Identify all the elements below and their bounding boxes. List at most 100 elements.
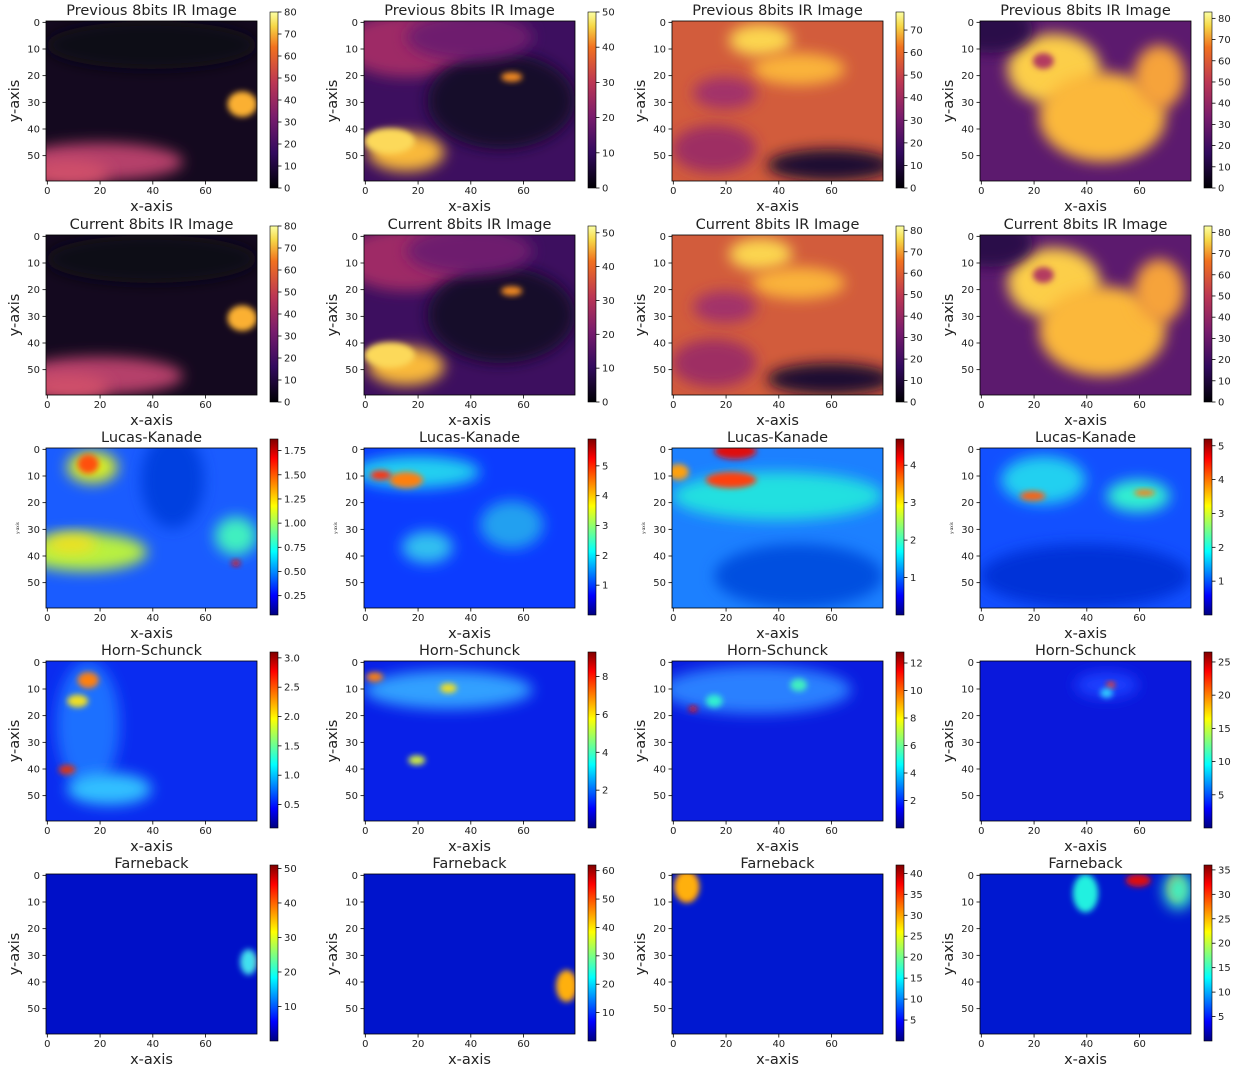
colorbar-tick-label: 70	[910, 247, 923, 258]
heatmap-region	[688, 705, 698, 713]
colorbar-tick-label: 0.75	[284, 543, 306, 554]
y-tick-label: 30	[653, 525, 666, 536]
panel-title: Farneback	[740, 856, 815, 872]
colorbar	[587, 11, 597, 189]
y-tick-label: 40	[345, 552, 358, 563]
heatmap-region	[58, 765, 76, 775]
heatmap-region	[401, 531, 453, 564]
colorbar-tick-label: 30	[910, 333, 923, 344]
x-tick-label: 40	[464, 186, 477, 197]
y-axis-label: y-axis	[633, 80, 649, 123]
y-tick-label: 50	[27, 365, 40, 376]
y-tick-label: 10	[961, 685, 974, 696]
x-tick-label: 60	[825, 400, 838, 411]
heatmap-region	[752, 53, 846, 85]
x-tick-label: 0	[44, 1039, 50, 1050]
colorbar-tick-label: 20	[284, 967, 297, 978]
colorbar-tick-label: 0	[1218, 184, 1224, 195]
heatmap-region	[672, 339, 757, 387]
colorbar-tick-label: 20	[602, 330, 615, 341]
heatmap-region	[672, 665, 852, 714]
heatmap-image	[980, 235, 1191, 395]
panel-title: Current 8bits IR Image	[696, 217, 860, 233]
heatmap-region	[1020, 491, 1046, 501]
y-tick-label: 0	[968, 232, 974, 243]
x-axis-label: x-axis	[448, 1052, 491, 1068]
x-tick-label: 40	[1080, 1039, 1093, 1050]
panel: Current 8bits IR Image 0 20 40 60 0 10 20 30 40 50…	[633, 217, 923, 429]
panel-title: Horn-Schunck	[727, 643, 829, 659]
heatmap-region	[370, 470, 392, 481]
y-tick-label: 20	[345, 285, 358, 296]
colorbar-tick-label: 20	[284, 354, 297, 365]
colorbar	[1203, 864, 1213, 1042]
axes-frame	[45, 873, 258, 1035]
colorbar	[1203, 225, 1213, 403]
axes-frame	[979, 660, 1192, 822]
y-tick-label: 30	[27, 312, 40, 323]
axes-frame	[979, 234, 1192, 396]
y-tick-label: 0	[660, 18, 666, 29]
y-tick-label: 40	[961, 765, 974, 776]
y-tick-label: 30	[345, 951, 358, 962]
heatmap-image	[364, 448, 575, 608]
x-tick-label: 60	[517, 613, 530, 624]
x-tick-label: 40	[146, 826, 159, 837]
colorbar	[587, 438, 597, 616]
heatmap-region	[693, 77, 757, 109]
y-tick-label: 30	[27, 525, 40, 536]
heatmap-background	[46, 874, 257, 1034]
heatmap-region	[406, 21, 533, 61]
heatmap-region	[672, 125, 757, 173]
heatmap-region	[501, 286, 523, 296]
y-tick-label: 20	[27, 285, 40, 296]
heatmap-region	[77, 672, 99, 689]
x-tick-label: 0	[44, 400, 50, 411]
y-tick-label: 0	[34, 658, 40, 669]
panel-title: Horn-Schunck	[101, 643, 203, 659]
heatmap-region	[140, 448, 205, 528]
colorbar-tick-label: 30	[284, 933, 297, 944]
x-axis-label: x-axis	[756, 1052, 799, 1068]
x-tick-label: 20	[1028, 1039, 1041, 1050]
y-tick-label: 50	[345, 365, 358, 376]
colorbar-tick-label: 1	[1218, 577, 1224, 588]
colorbar-tick-label: 0.5	[284, 800, 300, 811]
x-tick-label: 40	[146, 400, 159, 411]
colorbar-tick-label: 40	[1218, 313, 1231, 324]
y-tick-label: 10	[27, 45, 40, 56]
heatmap-region	[672, 464, 689, 480]
panel: Farneback 0 20 40 60 0 10 20 30 40 50 x-axis y-axis 1…	[325, 856, 615, 1068]
heatmap-region	[67, 773, 152, 805]
y-tick-label: 0	[352, 871, 358, 882]
panel: Current 8bits IR Image 0 20 40 60 0 10 20 30 40 50…	[7, 217, 297, 429]
panel: Previous 8bits IR Image 0 20 40 60 0 10 20 30 40 5…	[941, 3, 1231, 215]
colorbar-tick-label: 60	[284, 52, 297, 63]
colorbar-tick-label: 20	[1218, 355, 1231, 366]
colorbar-tick-label: 40	[910, 93, 923, 104]
colorbar-tick-label: 50	[602, 895, 615, 906]
colorbar-tick-label: 2.5	[284, 683, 300, 694]
colorbar-tick-label: 6	[602, 710, 608, 721]
heatmap-region	[1039, 286, 1166, 376]
y-tick-label: 10	[961, 259, 974, 270]
heatmap-region	[790, 678, 808, 692]
colorbar-tick-label: 70	[1218, 35, 1231, 46]
panel: Lucas-Kanade 0 20 40 60 0 10 20 30 40 50 x-axis y-ax…	[949, 430, 1224, 642]
colorbar-tick-label: 10	[910, 376, 923, 387]
colorbar-tick-label: 5	[1218, 441, 1224, 452]
x-axis-label: x-axis	[448, 626, 491, 642]
y-tick-label: 0	[660, 445, 666, 456]
colorbar-tick-label: 1.50	[284, 470, 306, 481]
heatmap-region	[674, 874, 700, 903]
panel-title: Current 8bits IR Image	[70, 217, 234, 233]
y-tick-label: 20	[27, 498, 40, 509]
y-axis-label: y-axis	[941, 933, 957, 976]
x-axis-label: x-axis	[1064, 626, 1107, 642]
y-tick-label: 40	[961, 552, 974, 563]
y-tick-label: 10	[653, 259, 666, 270]
x-tick-label: 20	[94, 826, 107, 837]
heatmap-region	[672, 472, 883, 520]
panel: Previous 8bits IR Image 0 20 40 60 0 10 20 30 40 5…	[633, 3, 923, 215]
y-axis-label: y-axis	[7, 294, 23, 337]
